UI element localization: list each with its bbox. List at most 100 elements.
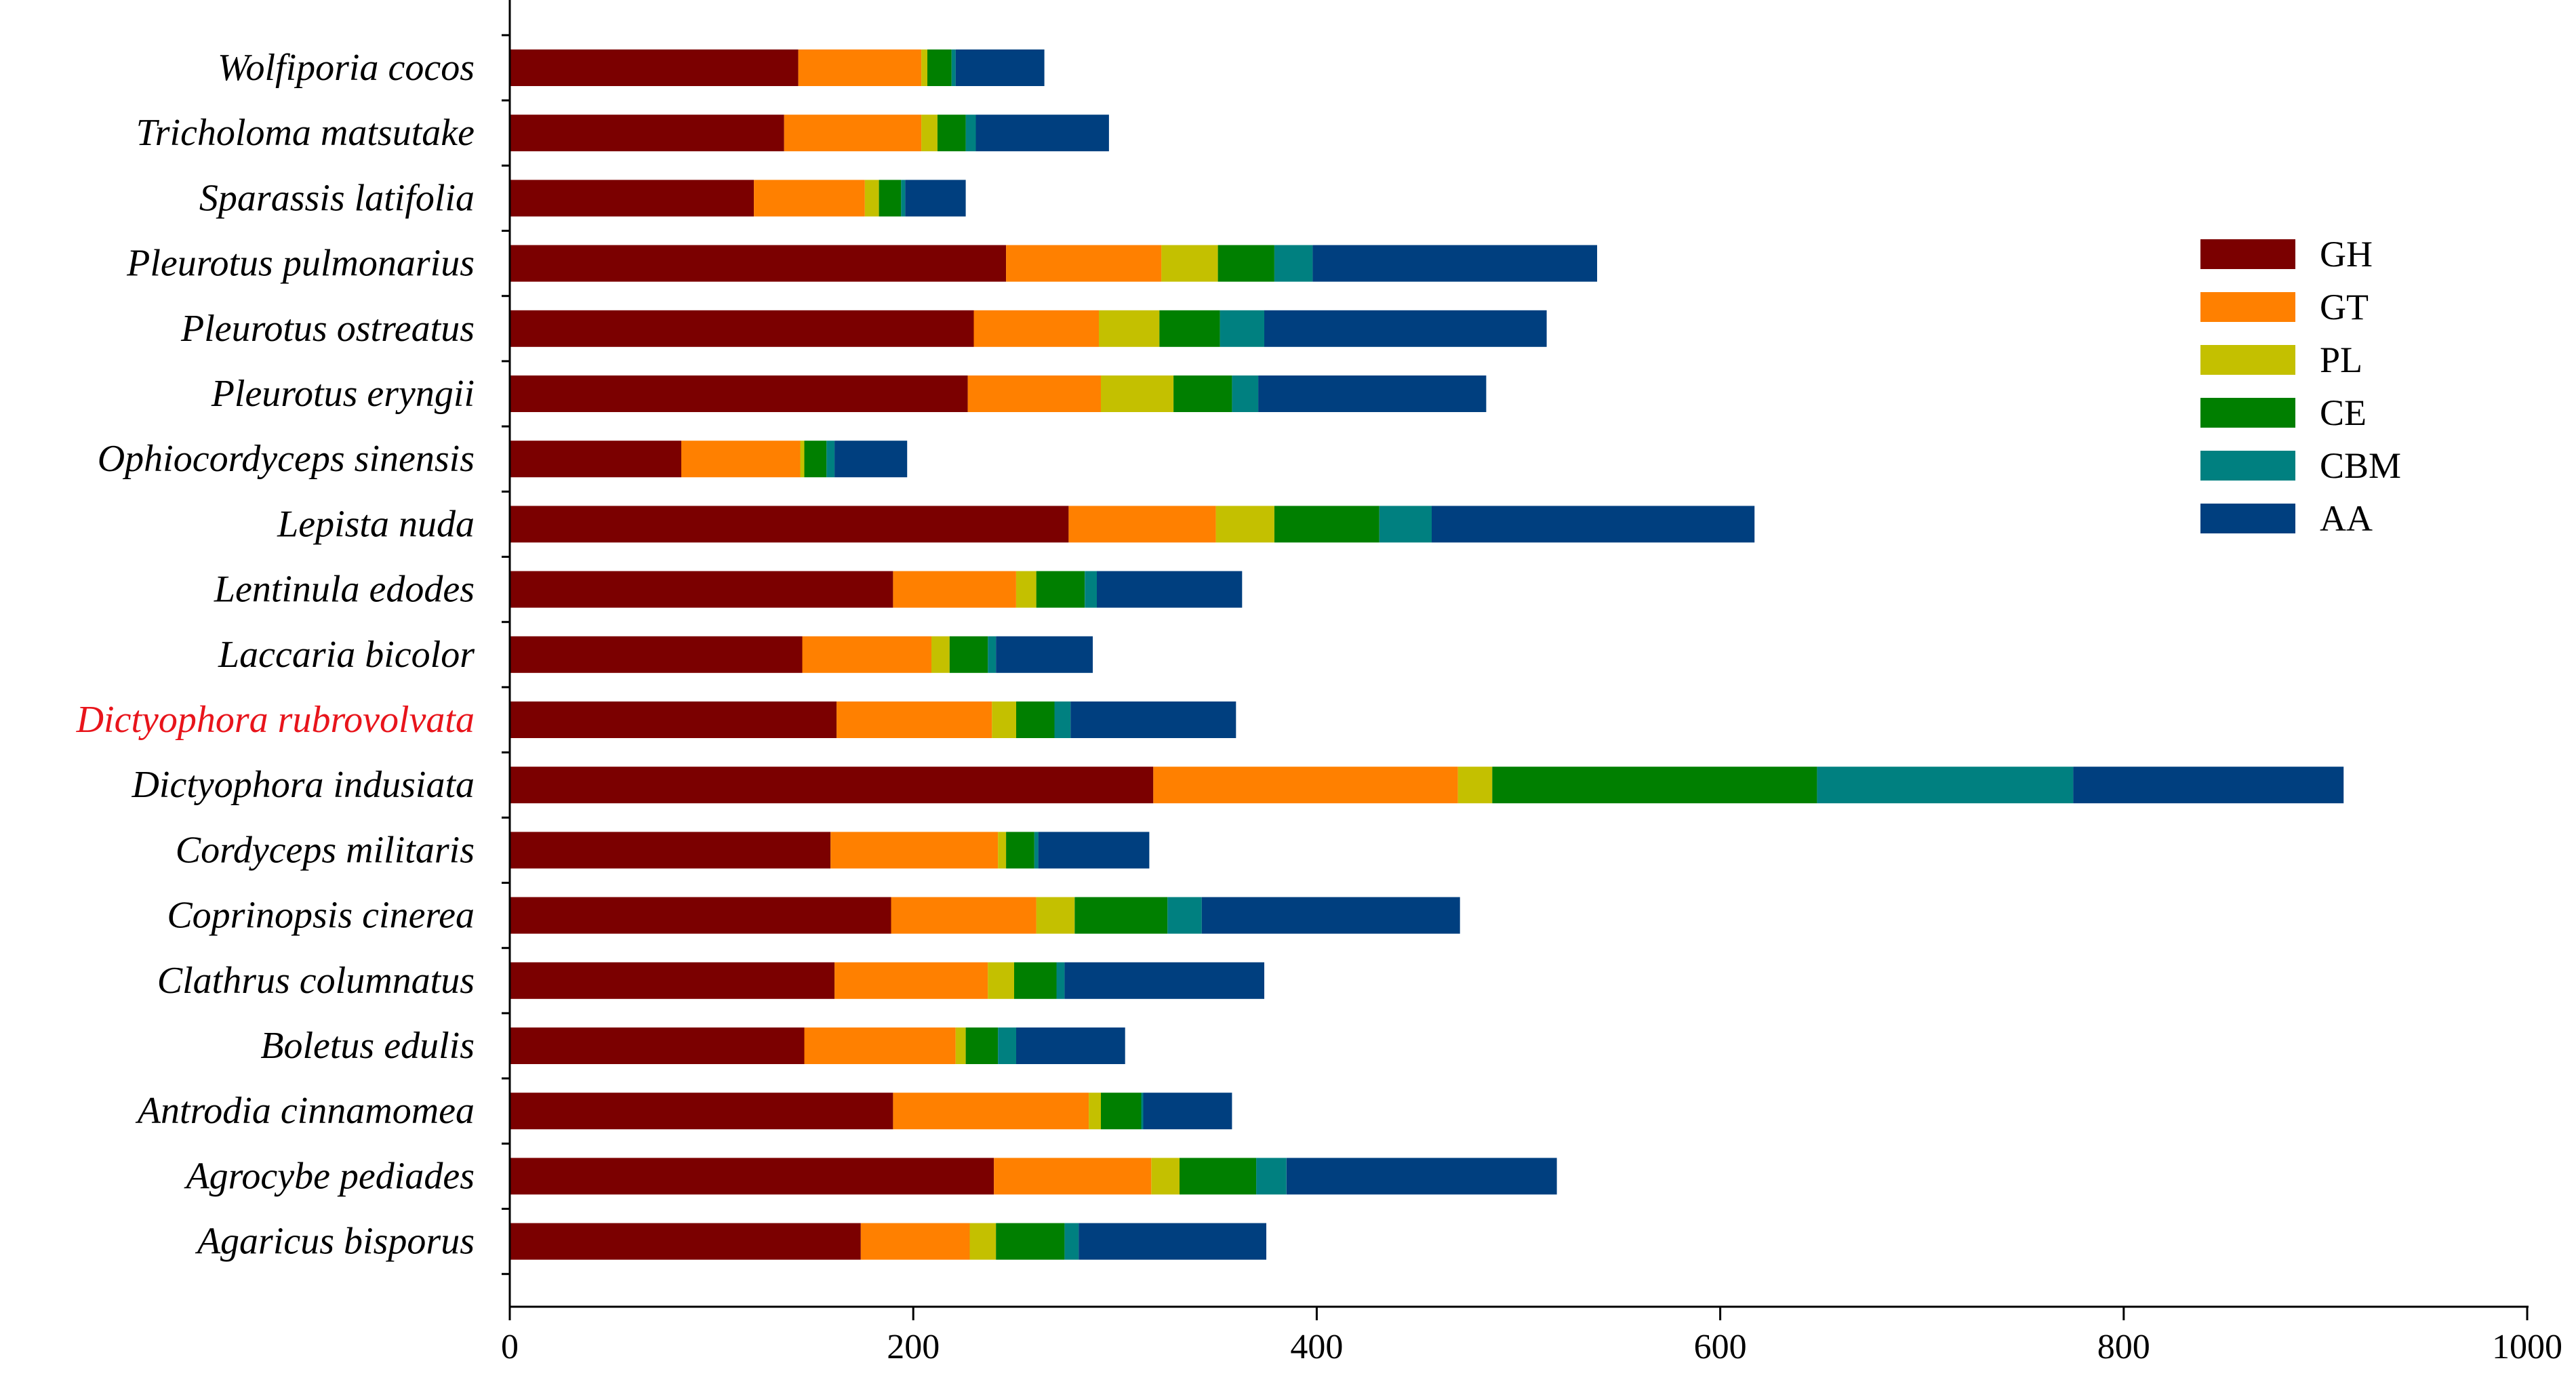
bar-wolfiporia-cocos-gt [798, 49, 922, 86]
legend-label-gt: GT [2320, 287, 2369, 327]
bar-pleurotus-eryngii-aa [1258, 375, 1487, 412]
bar-lepista-nuda-cbm [1379, 506, 1432, 543]
bar-lepista-nuda-gh [510, 506, 1069, 543]
bar-coprinopsis-cinerea-gt [891, 897, 1037, 934]
bar-pleurotus-ostreatus-aa [1264, 310, 1547, 347]
category-label-laccaria-bicolor: Laccaria bicolor [218, 634, 475, 676]
x-tick-label-600: 600 [1694, 1328, 1747, 1366]
category-label-dictyophora-rubrovolvata: Dictyophora rubrovolvata [76, 699, 475, 741]
bar-agaricus-bisporus-gt [860, 1223, 970, 1260]
bar-sparassis-latifolia-aa [905, 180, 966, 217]
bar-pleurotus-ostreatus-cbm [1220, 310, 1265, 347]
bar-sparassis-latifolia-ce [879, 180, 902, 217]
bar-pleurotus-eryngii-ce [1173, 375, 1232, 412]
category-label-lepista-nuda: Lepista nuda [277, 503, 475, 545]
bar-laccaria-bicolor-gh [510, 636, 803, 673]
bar-tricholoma-matsutake-ce [937, 115, 966, 152]
bar-coprinopsis-cinerea-gh [510, 897, 891, 934]
legend: GH GT PL CE CBM AA [2200, 234, 2401, 539]
bar-pleurotus-eryngii-pl [1101, 375, 1174, 412]
bar-pleurotus-ostreatus-gt [973, 310, 1099, 347]
bar-pleurotus-pulmonarius-aa [1312, 245, 1597, 282]
bar-dictyophora-indusiata-aa [2073, 767, 2344, 804]
bar-wolfiporia-cocos-gh [510, 49, 799, 86]
legend-swatch-aa [2200, 504, 2295, 533]
category-label-ophiocordyceps-sinensis: Ophiocordyceps sinensis [98, 438, 475, 480]
bar-clathrus-columnatus-gh [510, 962, 835, 999]
bar-ophiocordyceps-sinensis-aa [834, 441, 908, 478]
bar-antrodia-cinnamomea-gh [510, 1093, 893, 1130]
bar-pleurotus-ostreatus-gh [510, 310, 974, 347]
bar-wolfiporia-cocos-ce [927, 49, 952, 86]
x-tick-label-200: 200 [887, 1328, 940, 1366]
bar-laccaria-bicolor-pl [931, 636, 950, 673]
bar-laccaria-bicolor-ce [949, 636, 988, 673]
bar-wolfiporia-cocos-aa [955, 49, 1045, 86]
bar-clathrus-columnatus-aa [1064, 962, 1264, 999]
bar-dictyophora-rubrovolvata-gh [510, 701, 837, 738]
category-label-coprinopsis-cinerea: Coprinopsis cinerea [167, 895, 475, 937]
bar-lepista-nuda-gt [1068, 506, 1216, 543]
category-label-sparassis-latifolia: Sparassis latifolia [199, 177, 475, 219]
legend-label-gh: GH [2320, 234, 2373, 274]
bar-antrodia-cinnamomea-ce [1101, 1093, 1142, 1130]
bar-dictyophora-rubrovolvata-aa [1070, 701, 1236, 738]
bar-dictyophora-rubrovolvata-cbm [1054, 701, 1071, 738]
bar-antrodia-cinnamomea-pl [1089, 1093, 1101, 1130]
bar-wolfiporia-cocos-pl [921, 49, 927, 86]
category-label-pleurotus-pulmonarius: Pleurotus pulmonarius [126, 243, 475, 285]
bar-dictyophora-rubrovolvata-gt [837, 701, 992, 738]
legend-swatch-ce [2200, 398, 2295, 428]
bar-sparassis-latifolia-cbm [901, 180, 906, 217]
category-label-lentinula-edodes: Lentinula edodes [214, 569, 475, 611]
bar-pleurotus-pulmonarius-pl [1161, 245, 1218, 282]
bar-boletus-edulis-pl [955, 1027, 966, 1064]
bar-dictyophora-indusiata-cbm [1817, 767, 2074, 804]
bar-antrodia-cinnamomea-gt [893, 1093, 1089, 1130]
category-label-tricholoma-matsutake: Tricholoma matsutake [136, 112, 475, 154]
legend-swatch-cbm [2200, 451, 2295, 481]
bar-pleurotus-ostreatus-ce [1159, 310, 1220, 347]
bar-agrocybe-pediades-cbm [1256, 1158, 1287, 1195]
bar-lepista-nuda-ce [1274, 506, 1380, 543]
bar-lentinula-edodes-ce [1036, 571, 1085, 608]
bar-lentinula-edodes-pl [1016, 571, 1037, 608]
bar-dictyophora-indusiata-gh [510, 767, 1154, 804]
category-label-boletus-edulis: Boletus edulis [260, 1025, 475, 1067]
x-tick-label-1000: 1000 [2492, 1328, 2562, 1366]
bar-coprinopsis-cinerea-cbm [1167, 897, 1202, 934]
bar-agrocybe-pediades-aa [1286, 1158, 1557, 1195]
bar-sparassis-latifolia-pl [864, 180, 879, 217]
bar-clathrus-columnatus-cbm [1056, 962, 1065, 999]
bar-cordyceps-militaris-gh [510, 832, 831, 869]
bar-lentinula-edodes-aa [1097, 571, 1243, 608]
bar-clathrus-columnatus-pl [988, 962, 1014, 999]
category-label-pleurotus-ostreatus: Pleurotus ostreatus [180, 308, 475, 350]
bar-pleurotus-ostreatus-pl [1099, 310, 1160, 347]
x-tick-label-400: 400 [1290, 1328, 1343, 1366]
bar-agrocybe-pediades-gh [510, 1158, 994, 1195]
bar-agaricus-bisporus-ce [996, 1223, 1065, 1260]
x-tick-label-800: 800 [2097, 1328, 2150, 1366]
bar-boletus-edulis-gh [510, 1027, 805, 1064]
bar-pleurotus-pulmonarius-gt [1006, 245, 1162, 282]
x-tick-label-0: 0 [501, 1328, 519, 1366]
bar-lentinula-edodes-gh [510, 571, 893, 608]
bar-agaricus-bisporus-cbm [1064, 1223, 1079, 1260]
bar-agrocybe-pediades-pl [1151, 1158, 1180, 1195]
legend-label-ce: CE [2320, 392, 2367, 433]
bar-boletus-edulis-gt [804, 1027, 956, 1064]
legend-swatch-pl [2200, 345, 2295, 375]
bar-dictyophora-indusiata-pl [1457, 767, 1493, 804]
category-labels: Wolfiporia cocos Tricholoma matsutake Spar… [76, 47, 475, 1263]
bar-tricholoma-matsutake-aa [975, 115, 1109, 152]
bar-tricholoma-matsutake-cbm [965, 115, 976, 152]
bar-wolfiporia-cocos-cbm [951, 49, 956, 86]
category-label-clathrus-columnatus: Clathrus columnatus [157, 960, 475, 1002]
bar-cordyceps-militaris-ce [1006, 832, 1034, 869]
bar-agaricus-bisporus-gh [510, 1223, 861, 1260]
bar-boletus-edulis-aa [1016, 1027, 1125, 1064]
bar-agaricus-bisporus-pl [969, 1223, 997, 1260]
bar-boletus-edulis-cbm [998, 1027, 1016, 1064]
